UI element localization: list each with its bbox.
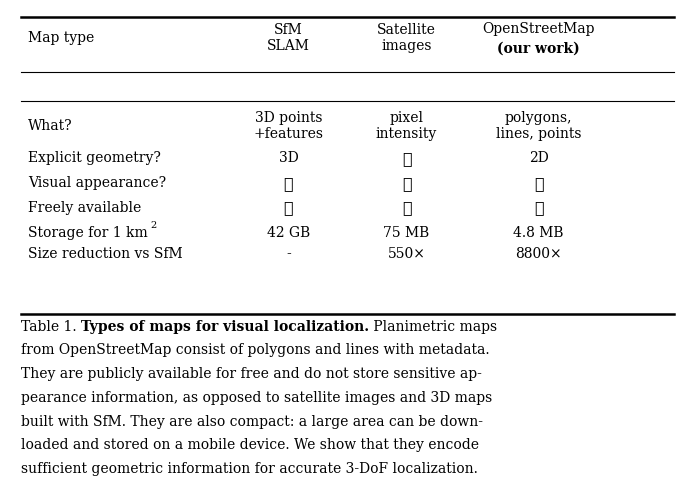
Text: ✗: ✗ (402, 150, 411, 167)
Text: -: - (286, 247, 291, 261)
Text: Satellite
images: Satellite images (377, 22, 436, 53)
Text: ✓: ✓ (534, 199, 543, 216)
Text: Size reduction vs SfM: Size reduction vs SfM (28, 247, 182, 261)
Text: ✓: ✓ (284, 175, 293, 192)
Text: Explicit geometry?: Explicit geometry? (28, 151, 161, 165)
Text: polygons,
lines, points: polygons, lines, points (496, 111, 582, 142)
Text: Storage for 1 km: Storage for 1 km (28, 226, 147, 240)
Text: Planimetric maps: Planimetric maps (369, 320, 497, 334)
Text: sufficient geometric information for accurate 3-DoF localization.: sufficient geometric information for acc… (21, 462, 477, 476)
Text: 550×: 550× (388, 247, 425, 261)
Text: 3D: 3D (279, 151, 298, 165)
Text: Freely available: Freely available (28, 201, 141, 215)
Text: ✗: ✗ (534, 175, 543, 192)
Text: They are publicly available for free and do not store sensitive ap-: They are publicly available for free and… (21, 367, 482, 381)
Text: Map type: Map type (28, 31, 94, 45)
Text: 42 GB: 42 GB (267, 226, 310, 240)
Text: from OpenStreetMap consist of polygons and lines with metadata.: from OpenStreetMap consist of polygons a… (21, 344, 489, 357)
Text: ✗: ✗ (402, 199, 411, 216)
Text: Types of maps for visual localization.: Types of maps for visual localization. (81, 320, 369, 334)
Text: 8800×: 8800× (515, 247, 562, 261)
Text: Table 1.: Table 1. (21, 320, 81, 334)
Text: (our work): (our work) (497, 42, 580, 55)
Text: pixel
intensity: pixel intensity (376, 111, 437, 142)
Text: pearance information, as opposed to satellite images and 3D maps: pearance information, as opposed to sate… (21, 391, 492, 405)
Text: 2: 2 (150, 221, 156, 230)
Text: Visual appearance?: Visual appearance? (28, 176, 166, 190)
Text: 3D points
+features: 3D points +features (254, 111, 323, 142)
Text: built with SfM. They are also compact: a large area can be down-: built with SfM. They are also compact: a… (21, 415, 483, 429)
Text: ✗: ✗ (284, 199, 293, 216)
Text: 75 MB: 75 MB (384, 226, 430, 240)
Text: What?: What? (28, 119, 72, 133)
Text: 2D: 2D (529, 151, 548, 165)
Text: loaded and stored on a mobile device. We show that they encode: loaded and stored on a mobile device. We… (21, 439, 479, 452)
Text: SfM
SLAM: SfM SLAM (267, 22, 310, 53)
Text: OpenStreetMap: OpenStreetMap (482, 22, 595, 36)
Text: 4.8 MB: 4.8 MB (514, 226, 564, 240)
Text: ✓: ✓ (402, 175, 411, 192)
